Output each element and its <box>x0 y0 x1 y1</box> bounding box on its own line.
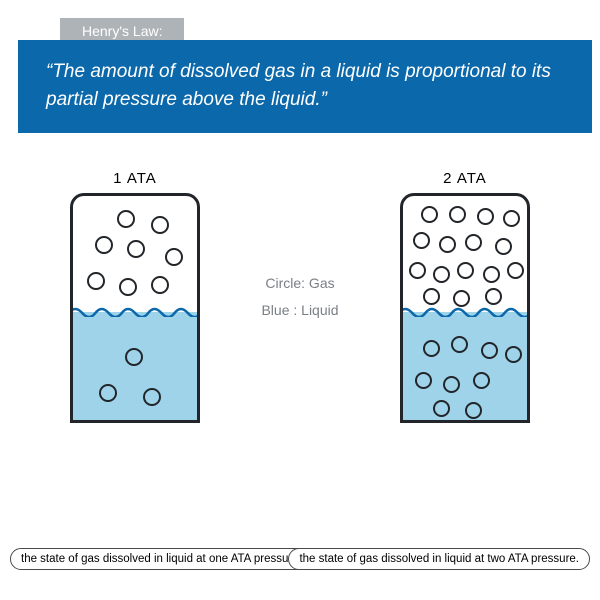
gas-bubble <box>119 278 137 296</box>
vessel-2ata-title: 2 ATA <box>380 170 550 187</box>
vessel-1ata-block: 1 ATA <box>50 170 220 423</box>
liquid-2ata <box>403 312 527 420</box>
gas-bubble <box>421 206 438 223</box>
gas-bubble <box>165 248 183 266</box>
dissolved-gas-bubble <box>443 376 460 393</box>
dissolved-gas-bubble <box>481 342 498 359</box>
dissolved-gas-bubble <box>99 384 117 402</box>
caption-2ata: the state of gas dissolved in liquid at … <box>288 548 590 570</box>
gas-bubble <box>413 232 430 249</box>
vessel-1ata <box>70 193 200 423</box>
dissolved-gas-bubble <box>505 346 522 363</box>
gas-bubble <box>87 272 105 290</box>
gas-bubble <box>465 234 482 251</box>
legend-line-gas: Circle: Gas <box>261 270 338 297</box>
gas-bubble <box>503 210 520 227</box>
gas-bubble <box>483 266 500 283</box>
vessel-2ata-block: 2 ATA <box>380 170 550 423</box>
gas-bubble <box>449 206 466 223</box>
legend: Circle: Gas Blue : Liquid <box>261 270 338 323</box>
gas-bubble <box>409 262 426 279</box>
gas-bubble <box>127 240 145 258</box>
liquid-1ata <box>73 312 197 420</box>
caption-1ata: the state of gas dissolved in liquid at … <box>10 548 313 570</box>
dissolved-gas-bubble <box>415 372 432 389</box>
dissolved-gas-bubble <box>143 388 161 406</box>
dissolved-gas-bubble <box>473 372 490 389</box>
dissolved-gas-bubble <box>433 400 450 417</box>
gas-bubble <box>117 210 135 228</box>
law-quote: “The amount of dissolved gas in a liquid… <box>18 40 592 133</box>
diagram-area: 1 ATA 2 ATA Circ <box>0 170 600 600</box>
vessel-1ata-title: 1 ATA <box>50 170 220 187</box>
gas-bubble <box>439 236 456 253</box>
gas-bubble <box>151 216 169 234</box>
gas-bubble <box>453 290 470 307</box>
vessel-2ata <box>400 193 530 423</box>
dissolved-gas-bubble <box>451 336 468 353</box>
dissolved-gas-bubble <box>465 402 482 419</box>
gas-bubble <box>423 288 440 305</box>
gas-bubble <box>95 236 113 254</box>
wave-1ata <box>70 303 200 317</box>
dissolved-gas-bubble <box>423 340 440 357</box>
dissolved-gas-bubble <box>125 348 143 366</box>
gas-bubble <box>507 262 524 279</box>
gas-bubble <box>457 262 474 279</box>
gas-bubble <box>477 208 494 225</box>
legend-line-liquid: Blue : Liquid <box>261 297 338 324</box>
gas-bubble <box>495 238 512 255</box>
gas-bubble <box>485 288 502 305</box>
gas-bubble <box>433 266 450 283</box>
gas-bubble <box>151 276 169 294</box>
